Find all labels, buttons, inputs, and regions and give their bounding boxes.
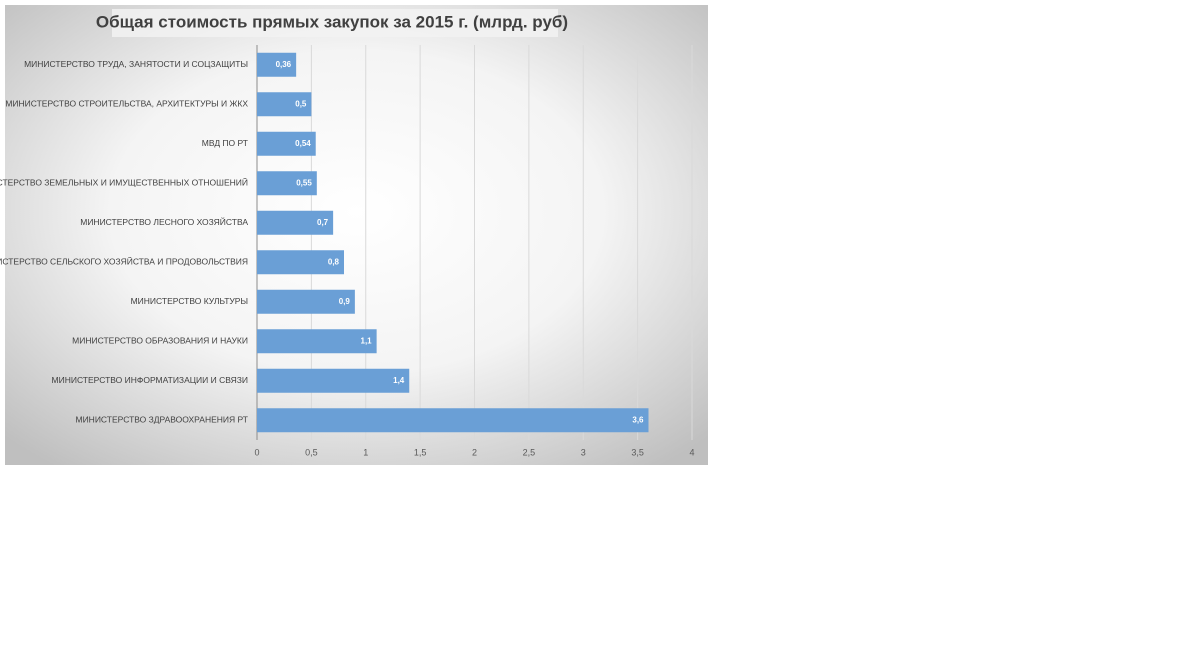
x-tick-label: 1,5 [414, 447, 427, 457]
x-tick-label: 1 [363, 447, 368, 457]
y-tick-label: МВД ПО РТ [202, 138, 248, 148]
bar [257, 250, 344, 275]
x-tick-label: 2,5 [523, 447, 536, 457]
x-tick-label: 4 [689, 447, 694, 457]
value-label: 0,5 [295, 99, 307, 108]
chart-area [5, 5, 708, 465]
bar [257, 368, 410, 393]
value-label: 0,54 [295, 139, 311, 148]
chart-title: Общая стоимость прямых закупок за 2015 г… [96, 12, 568, 31]
bar [257, 131, 316, 156]
bar [257, 289, 355, 314]
y-tick-label: МИНИСТЕРСТВО ИНФОРМАТИЗАЦИИ И СВЯЗИ [52, 375, 248, 385]
value-label: 0,8 [328, 257, 340, 266]
x-tick-label: 3 [581, 447, 586, 457]
x-tick-label: 2 [472, 447, 477, 457]
y-tick-label: МИНИСТЕРСТВО СЕЛЬСКОГО ХОЗЯЙСТВА И ПРОДО… [0, 256, 248, 267]
bar [257, 210, 334, 235]
value-label: 3,6 [632, 415, 644, 424]
value-label: 0,9 [339, 297, 351, 306]
x-tick-label: 0,5 [305, 447, 318, 457]
bar [257, 171, 317, 196]
value-label: 0,55 [296, 178, 312, 187]
y-tick-label: МИНИСТЕРСТВО ТРУДА, ЗАНЯТОСТИ И СОЦЗАЩИТ… [24, 59, 248, 69]
y-tick-label: МИНИСТЕРСТВО КУЛЬТУРЫ [131, 296, 248, 306]
bar [257, 408, 649, 433]
bar [257, 52, 297, 77]
y-tick-label: МИНИСТЕРСТВО ЗЕМЕЛЬНЫХ И ИМУЩЕСТВЕННЫХ О… [0, 177, 248, 188]
bar [257, 92, 312, 117]
value-label: 0,7 [317, 218, 329, 227]
value-label: 1,1 [361, 336, 373, 345]
bar [257, 329, 377, 354]
value-label: 0,36 [276, 60, 292, 69]
value-label: 1,4 [393, 376, 405, 385]
x-tick-label: 0 [254, 447, 259, 457]
y-tick-label: МИНИСТЕРСТВО ЛЕСНОГО ХОЗЯЙСТВА [80, 216, 248, 227]
y-tick-label: МИНИСТЕРСТВО ЗДРАВООХРАНЕНИЯ РТ [75, 415, 248, 425]
x-tick-label: 3,5 [631, 447, 644, 457]
y-tick-label: МИНИСТЕРСТВО СТРОИТЕЛЬСТВА, АРХИТЕКТУРЫ … [5, 99, 248, 109]
title-box [112, 9, 558, 37]
y-tick-label: МИНИСТЕРСТВО ОБРАЗОВАНИЯ И НАУКИ [72, 336, 248, 346]
